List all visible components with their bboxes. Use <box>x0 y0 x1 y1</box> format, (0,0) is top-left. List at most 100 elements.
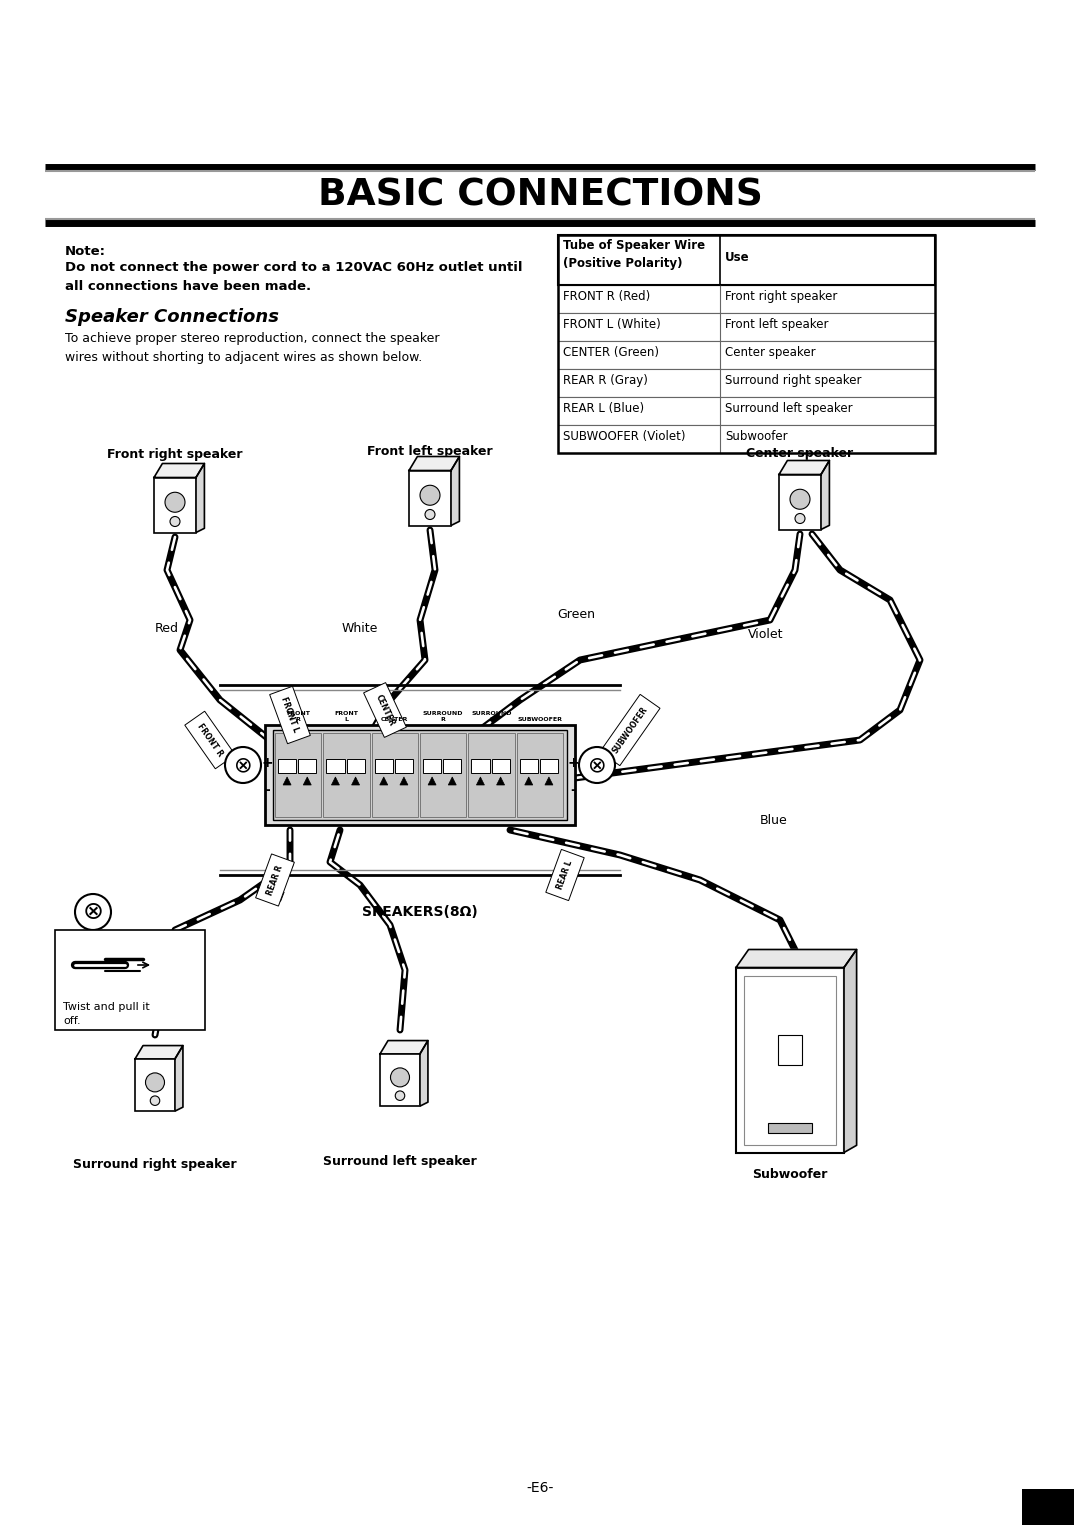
Bar <box>409 471 451 526</box>
Circle shape <box>146 1073 164 1093</box>
Text: Surround left speaker: Surround left speaker <box>725 402 852 416</box>
Polygon shape <box>400 778 408 785</box>
Bar <box>265 724 575 825</box>
Bar <box>558 397 935 425</box>
Text: CENTER: CENTER <box>381 717 408 723</box>
Text: Gray: Gray <box>255 888 285 902</box>
Text: Subwoofer: Subwoofer <box>753 1167 827 1181</box>
Text: Surround right speaker: Surround right speaker <box>725 374 862 387</box>
Text: BASIC CONNECTIONS: BASIC CONNECTIONS <box>318 177 762 212</box>
Bar <box>516 733 563 817</box>
Bar <box>423 759 441 773</box>
Bar <box>558 235 935 452</box>
Bar <box>558 286 935 313</box>
Bar <box>558 341 935 368</box>
Polygon shape <box>409 457 459 471</box>
Bar <box>323 733 369 817</box>
Bar <box>372 733 418 817</box>
Circle shape <box>395 1091 405 1100</box>
Circle shape <box>165 492 185 512</box>
Polygon shape <box>451 457 459 526</box>
Polygon shape <box>175 1045 183 1111</box>
Text: SUBWOOFER: SUBWOOFER <box>517 717 563 723</box>
Bar <box>278 759 296 773</box>
Text: Note:: Note: <box>65 244 106 258</box>
Circle shape <box>426 509 435 520</box>
Polygon shape <box>735 949 856 967</box>
Text: SUBWOOFER (Violet): SUBWOOFER (Violet) <box>563 429 686 443</box>
Polygon shape <box>497 778 504 785</box>
Text: White: White <box>342 622 378 634</box>
Polygon shape <box>779 460 829 475</box>
Circle shape <box>150 1096 160 1105</box>
Text: ⊗: ⊗ <box>82 900 104 924</box>
Bar <box>420 733 467 817</box>
Bar <box>395 759 413 773</box>
Text: CENTER (Green): CENTER (Green) <box>563 345 659 359</box>
Polygon shape <box>303 778 311 785</box>
Bar <box>273 730 567 821</box>
Text: SURROUND
L: SURROUND L <box>471 711 512 723</box>
Bar <box>1022 1488 1074 1525</box>
Circle shape <box>420 486 440 506</box>
Text: CENTER: CENTER <box>374 692 396 727</box>
Text: FRONT
R: FRONT R <box>286 711 310 723</box>
Bar <box>471 759 489 773</box>
Text: Front left speaker: Front left speaker <box>367 445 492 458</box>
Bar <box>558 425 935 452</box>
Text: SURROUND
R: SURROUND R <box>423 711 463 723</box>
Text: Blue: Blue <box>760 813 787 827</box>
Circle shape <box>789 489 810 509</box>
Bar <box>744 975 836 1144</box>
Text: Center speaker: Center speaker <box>746 448 853 460</box>
Text: Speaker Connections: Speaker Connections <box>65 309 279 325</box>
Text: Center speaker: Center speaker <box>725 345 815 359</box>
Text: REAR R (Gray): REAR R (Gray) <box>563 374 648 387</box>
Text: FRONT
L: FRONT L <box>335 711 359 723</box>
Bar <box>779 475 821 530</box>
Bar <box>558 313 935 341</box>
Bar <box>443 759 461 773</box>
Bar <box>380 1054 420 1106</box>
Polygon shape <box>380 778 388 785</box>
Polygon shape <box>448 778 456 785</box>
Text: Tube of Speaker Wire
(Positive Polarity): Tube of Speaker Wire (Positive Polarity) <box>563 238 705 269</box>
Bar <box>558 368 935 397</box>
Circle shape <box>795 513 805 524</box>
Bar <box>491 759 510 773</box>
Circle shape <box>225 747 261 782</box>
Polygon shape <box>821 460 829 530</box>
Bar <box>154 477 195 532</box>
Text: Front left speaker: Front left speaker <box>725 318 828 332</box>
Polygon shape <box>843 949 856 1152</box>
Bar <box>375 759 393 773</box>
Text: Violet: Violet <box>748 628 783 642</box>
Bar <box>519 759 538 773</box>
Bar <box>469 733 515 817</box>
Circle shape <box>391 1068 409 1086</box>
Circle shape <box>170 516 180 527</box>
Text: Use: Use <box>725 251 750 264</box>
Text: To achieve proper stereo reproduction, connect the speaker
wires without shortin: To achieve proper stereo reproduction, c… <box>65 332 440 365</box>
Bar <box>735 967 843 1152</box>
Text: Subwoofer: Subwoofer <box>725 429 787 443</box>
Bar <box>135 1059 175 1111</box>
Text: FRONT R (Red): FRONT R (Red) <box>563 290 650 303</box>
Polygon shape <box>420 1041 428 1106</box>
Text: -: - <box>265 782 270 798</box>
Polygon shape <box>428 778 436 785</box>
Text: Red: Red <box>156 622 179 634</box>
Text: +: + <box>261 756 273 770</box>
Text: FRONT R: FRONT R <box>195 721 225 758</box>
Text: REAR L: REAR L <box>555 859 575 891</box>
Text: +: + <box>567 756 579 770</box>
Polygon shape <box>525 778 532 785</box>
Text: -: - <box>570 782 576 798</box>
Bar <box>275 733 322 817</box>
Polygon shape <box>135 1045 183 1059</box>
Circle shape <box>579 747 615 782</box>
Text: Do not connect the power cord to a 120VAC 60Hz outlet until
all connections have: Do not connect the power cord to a 120VA… <box>65 261 523 292</box>
Text: -E6-: -E6- <box>526 1481 554 1494</box>
Text: ⊗: ⊗ <box>588 755 606 775</box>
Polygon shape <box>283 778 292 785</box>
